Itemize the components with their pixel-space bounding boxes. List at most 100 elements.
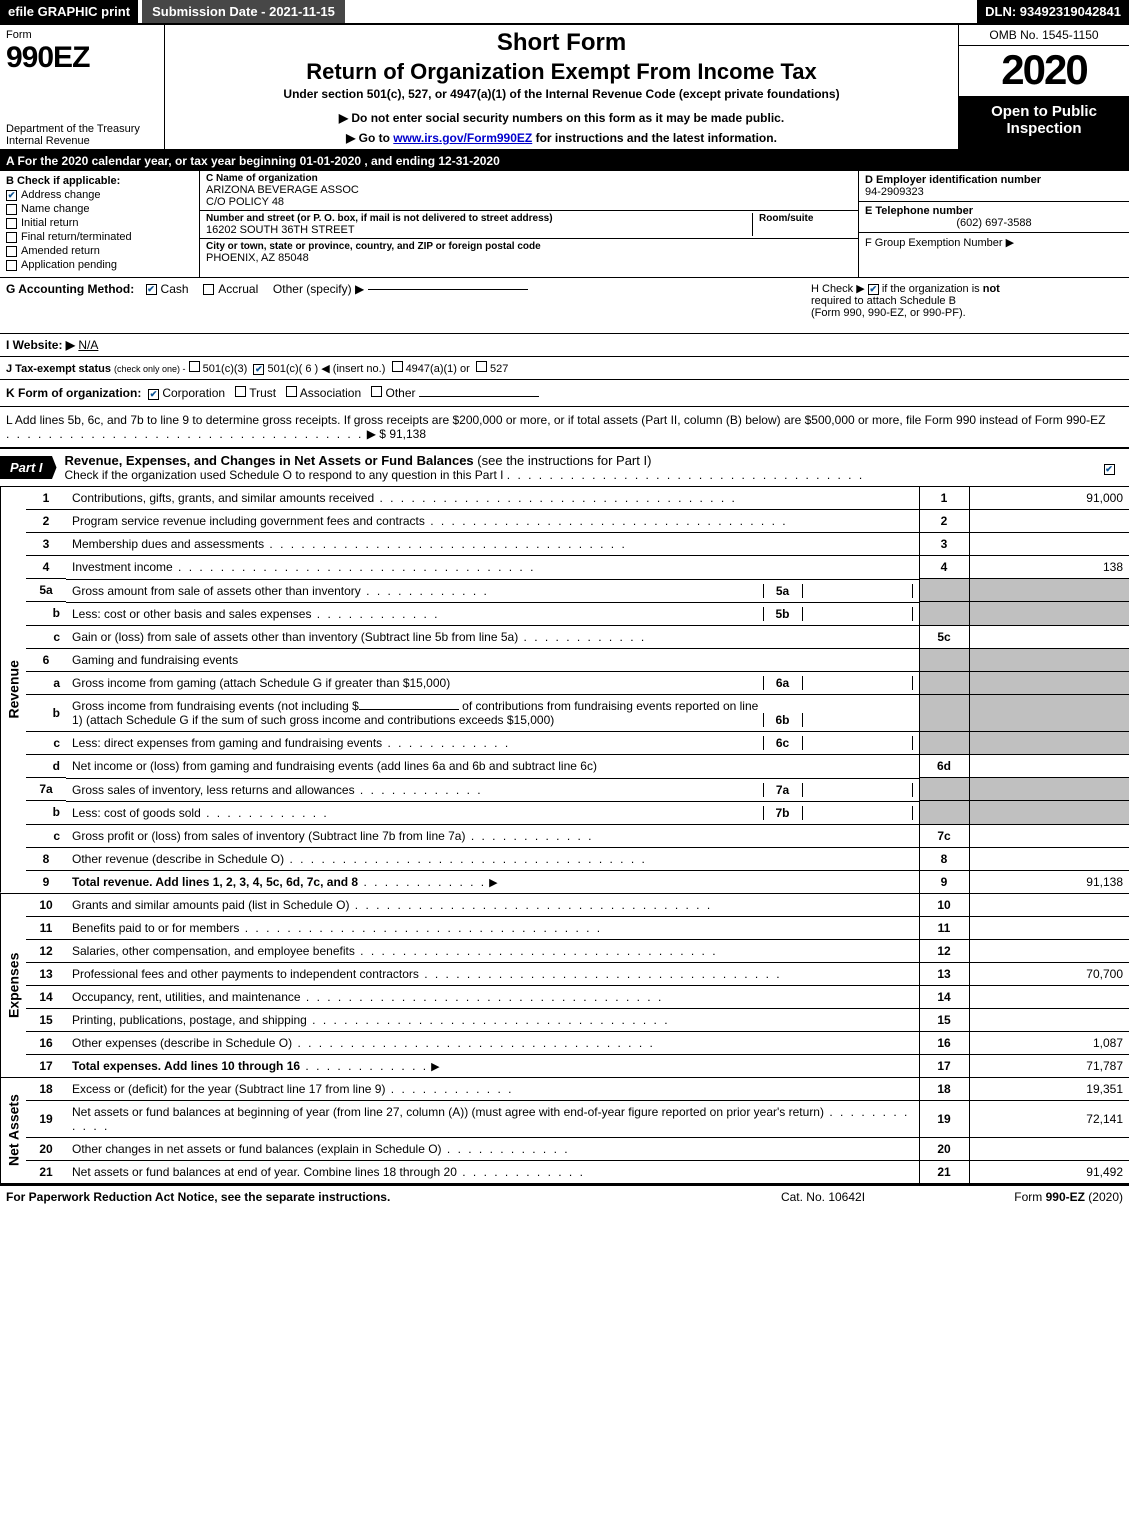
desc-6d: Net income or (loss) from gaming and fun…: [66, 755, 919, 778]
l-dots: [6, 427, 363, 441]
check-assoc[interactable]: [286, 386, 297, 397]
val-18: 19,351: [969, 1078, 1129, 1101]
val-8: [969, 847, 1129, 870]
dept-line1: Department of the Treasury: [6, 123, 158, 135]
header-left: Form 990EZ Department of the Treasury In…: [0, 25, 165, 149]
val-13: 70,700: [969, 962, 1129, 985]
check-other[interactable]: [371, 386, 382, 397]
ln-7a: 7a: [26, 778, 66, 801]
val-5a-shade: [969, 579, 1129, 602]
val-7a-shade: [969, 778, 1129, 801]
ln-8: 8: [26, 847, 66, 870]
efile-print-button[interactable]: efile GRAPHIC print: [0, 0, 138, 23]
d-label: D Employer identification number: [865, 174, 1123, 186]
ln-19: 19: [26, 1100, 66, 1137]
check-501c[interactable]: ✔: [253, 364, 264, 375]
b-label: B Check if applicable:: [6, 175, 193, 187]
page-footer: For Paperwork Reduction Act Notice, see …: [0, 1185, 1129, 1208]
b-address-change: Address change: [21, 189, 101, 201]
desc-5b: Less: cost or other basis and sales expe…: [72, 607, 763, 621]
dln: DLN: 93492319042841: [977, 0, 1129, 23]
desc-20: Other changes in net assets or fund bala…: [72, 1142, 570, 1156]
desc-10: Grants and similar amounts paid (list in…: [72, 898, 712, 912]
part1-title-text: Revenue, Expenses, and Changes in Net As…: [65, 453, 474, 468]
check-amended-return[interactable]: [6, 246, 17, 257]
note-link: ▶ Go to www.irs.gov/Form990EZ for instru…: [173, 131, 950, 145]
section-c: C Name of organization ARIZONA BEVERAGE …: [200, 171, 859, 277]
minival-6c: [803, 736, 913, 750]
dots-17: [300, 1059, 428, 1073]
minival-5a: [803, 584, 913, 598]
ln-6: 6: [26, 648, 66, 671]
desc-12: Salaries, other compensation, and employ…: [72, 944, 718, 958]
desc-7c: Gross profit or (loss) from sales of inv…: [72, 829, 594, 843]
note2-post: for instructions and the latest informat…: [532, 131, 777, 145]
dept-line2: Internal Revenue: [6, 135, 158, 147]
k-other: Other: [386, 386, 416, 400]
minival-7a: [803, 783, 913, 797]
ln-6c: c: [26, 731, 66, 755]
check-corp[interactable]: ✔: [148, 389, 159, 400]
tax-year: 2020: [959, 46, 1129, 97]
ln-5b: b: [26, 602, 66, 626]
desc-9: Total revenue. Add lines 1, 2, 3, 4, 5c,…: [72, 875, 358, 889]
check-application-pending[interactable]: [6, 260, 17, 271]
mini-7a: 7a: [763, 783, 803, 797]
g-other-input[interactable]: [368, 289, 528, 290]
ln-9: 9: [26, 870, 66, 893]
form-header: Form 990EZ Department of the Treasury In…: [0, 25, 1129, 151]
check-h[interactable]: ✔: [868, 284, 879, 295]
org-co: C/O POLICY 48: [206, 196, 852, 208]
section-gh: H Check ▶ ✔ if the organization is not r…: [0, 278, 1129, 334]
num-13: 13: [919, 962, 969, 985]
org-street: 16202 SOUTH 36TH STREET: [206, 224, 752, 236]
check-501c3[interactable]: [189, 361, 200, 372]
desc-8: Other revenue (describe in Schedule O): [72, 852, 647, 866]
netassets-side-label: Net Assets: [0, 1078, 26, 1183]
check-name-change[interactable]: [6, 204, 17, 215]
num-7c: 7c: [919, 824, 969, 847]
section-def: D Employer identification number 94-2909…: [859, 171, 1129, 277]
b-application-pending: Application pending: [21, 259, 117, 271]
b-final-return: Final return/terminated: [21, 231, 132, 243]
h-text3: required to attach Schedule B: [811, 295, 956, 307]
check-4947[interactable]: [392, 361, 403, 372]
e-label: E Telephone number: [865, 205, 1123, 217]
check-527[interactable]: [476, 361, 487, 372]
j-sub: (check only one) -: [114, 364, 186, 374]
ln-20: 20: [26, 1137, 66, 1160]
expenses-table: 10 Grants and similar amounts paid (list …: [26, 894, 1129, 1077]
footer-left: For Paperwork Reduction Act Notice, see …: [6, 1190, 723, 1204]
desc-7b: Less: cost of goods sold: [72, 806, 763, 820]
k-other-input[interactable]: [419, 396, 539, 397]
input-6b[interactable]: [359, 709, 459, 710]
check-accrual[interactable]: [203, 284, 214, 295]
part1-sub-dots: [507, 468, 864, 482]
return-title: Return of Organization Exempt From Incom…: [173, 59, 950, 85]
mini-6b: 6b: [763, 713, 803, 727]
val-21: 91,492: [969, 1160, 1129, 1183]
ln-14: 14: [26, 985, 66, 1008]
revenue-section: Revenue 1Contributions, gifts, grants, a…: [0, 487, 1129, 894]
check-trust[interactable]: [235, 386, 246, 397]
desc-4: Investment income: [72, 560, 535, 574]
check-address-change[interactable]: ✔: [6, 190, 17, 201]
j-o4: 527: [490, 363, 508, 375]
arrow-17: [428, 1059, 440, 1073]
check-part1-scho[interactable]: ✔: [1104, 464, 1115, 475]
ln-6b: b: [26, 694, 66, 731]
num-7b-shade: [919, 801, 969, 825]
check-initial-return[interactable]: [6, 218, 17, 229]
submission-date: Submission Date - 2021-11-15: [142, 0, 345, 23]
c-room-label: Room/suite: [759, 213, 852, 224]
num-10: 10: [919, 894, 969, 917]
dept-treasury: Department of the Treasury Internal Reve…: [6, 123, 158, 147]
ln-10: 10: [26, 894, 66, 917]
check-cash[interactable]: ✔: [146, 284, 157, 295]
minival-5b: [803, 607, 913, 621]
num-6a-shade: [919, 671, 969, 694]
f-label: F Group Exemption Number ▶: [865, 236, 1123, 249]
val-5c: [969, 625, 1129, 648]
irs-link[interactable]: www.irs.gov/Form990EZ: [393, 131, 532, 145]
check-final-return[interactable]: [6, 232, 17, 243]
